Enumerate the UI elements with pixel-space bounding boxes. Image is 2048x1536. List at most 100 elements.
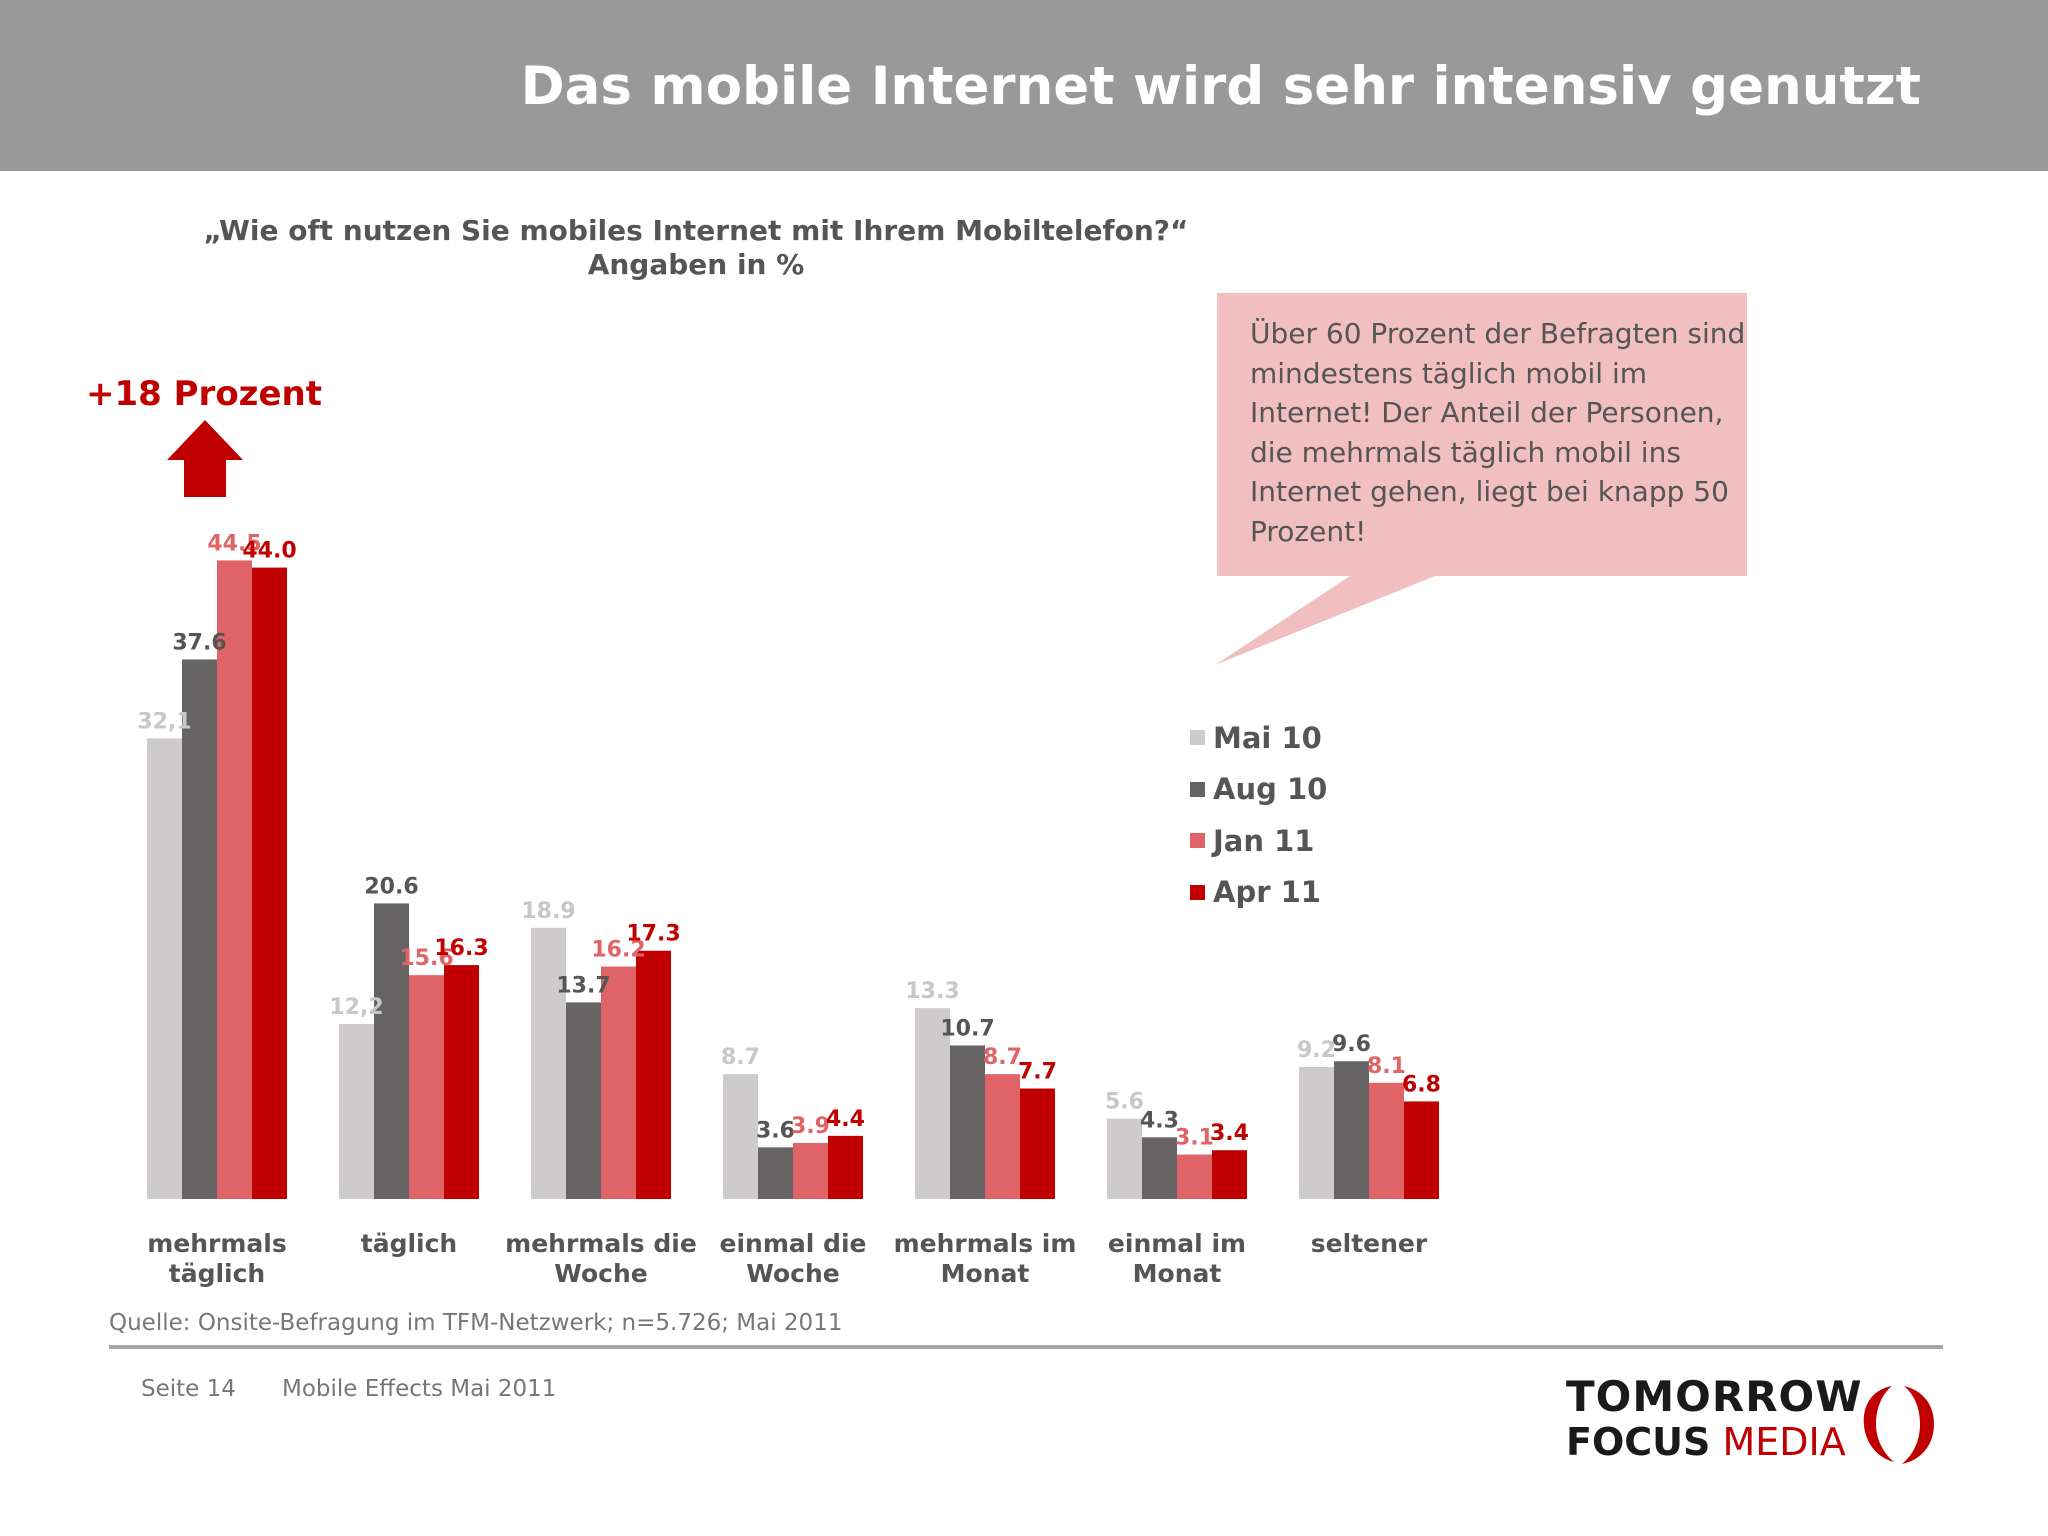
chart-subtitle: Angaben in % [587,248,805,281]
value-label: 9.2 [1297,1038,1336,1063]
category-label: täglich [361,1229,457,1258]
logo-text-focus: FOCUS [1566,1420,1711,1464]
survey-question: „Wie oft nutzen Sie mobiles Internet mit… [203,214,1189,247]
bar-5-jan-11 [985,1074,1020,1199]
bar-3-apr-11 [636,950,671,1199]
bar-4-mai-10 [723,1074,758,1199]
category-label: Monat [941,1259,1030,1288]
logo-text-focus-media: FOCUS MEDIA [1566,1420,1863,1464]
legend-label: Apr 11 [1213,875,1321,910]
company-logo: TOMORROW FOCUS MEDIA [1566,1372,1863,1465]
value-label: 3.6 [756,1118,795,1143]
legend-item: Jan 11 [1190,815,1327,867]
bar-4-aug-10 [758,1147,793,1199]
bar-3-aug-10 [566,1002,601,1199]
logo-text-tomorrow: TOMORROW [1566,1372,1863,1421]
header-bar: Das mobile Internet wird sehr intensiv g… [0,0,2048,171]
growth-label: +18 Prozent [86,374,322,414]
value-label: 3.1 [1175,1126,1214,1151]
legend-label: Mai 10 [1213,720,1322,755]
value-label: 4.3 [1140,1108,1179,1133]
bar-6-apr-11 [1212,1150,1247,1199]
category-label: Woche [554,1259,647,1288]
value-label: 10.7 [940,1016,994,1041]
legend-swatch [1190,730,1205,746]
page-title: Das mobile Internet wird sehr intensiv g… [520,56,1921,117]
bar-7-jan-11 [1369,1082,1404,1199]
value-label: 12,2 [329,995,383,1020]
value-label: 44.5 [207,531,261,556]
value-label: 15.6 [399,946,453,971]
category-label: einmal im [1108,1229,1246,1258]
bar-6-mai-10 [1107,1118,1142,1199]
bar-1-jan-11 [217,560,252,1199]
value-label: 13.7 [556,973,610,998]
page-number: Seite 14 [141,1376,236,1402]
legend-swatch [1190,781,1205,797]
footer-divider [109,1345,1943,1349]
legend-item: Apr 11 [1190,867,1327,919]
legend-swatch [1190,884,1205,900]
value-label: 9.6 [1332,1032,1371,1057]
bar-1-apr-11 [252,567,287,1199]
growth-arrow-icon [167,420,243,497]
bar-chart: 32,1 37.6 44.544.0 12,2 20.6 15.616.3 18.9 13.7… [137,420,1441,1288]
value-label: 8.7 [983,1045,1022,1070]
legend-label: Jan 11 [1213,823,1315,858]
value-label: 37.6 [172,630,226,655]
value-label: 8.1 [1367,1054,1406,1079]
bar-6-aug-10 [1142,1137,1177,1199]
document-title: Mobile Effects Mai 2011 [282,1376,557,1402]
bar-2-mai-10 [339,1023,374,1199]
bar-2-aug-10 [374,903,409,1199]
legend-label: Aug 10 [1213,772,1328,807]
bar-1-mai-10 [147,738,182,1199]
value-label: 3.4 [1210,1121,1249,1146]
chart-legend: Mai 10 Aug 10 Jan 11 Apr 11 [1190,712,1327,918]
category-label: seltener [1311,1229,1428,1258]
value-label: 17.3 [626,922,680,947]
value-label: 7.7 [1018,1060,1057,1085]
category-label: mehrmals die [505,1229,697,1258]
bar-7-aug-10 [1334,1061,1369,1199]
value-label: 8.7 [721,1045,760,1070]
bar-2-jan-11 [409,975,444,1199]
legend-swatch [1190,833,1205,849]
value-label: 32,1 [137,709,191,734]
value-label: 3.9 [791,1114,830,1139]
bar-3-jan-11 [601,966,636,1199]
callout-bubble [1215,293,1747,665]
value-label: 5.6 [1105,1090,1144,1115]
logo-text-media: MEDIA [1722,1420,1846,1464]
bar-5-aug-10 [950,1045,985,1199]
bar-2-apr-11 [444,965,479,1199]
bar-7-mai-10 [1299,1066,1334,1199]
value-label: 18.9 [521,899,575,924]
value-label: 16.2 [591,938,645,963]
bar-3-mai-10 [531,927,566,1199]
logo-mark-icon [1863,1386,1934,1464]
bar-5-mai-10 [915,1008,950,1199]
value-label: 44.0 [242,539,296,564]
bar-6-jan-11 [1177,1154,1212,1199]
source-note: Quelle: Onsite-Befragung im TFM-Netzwerk… [109,1310,843,1336]
category-label: täglich [169,1259,265,1288]
value-label: 6.8 [1402,1072,1441,1097]
bar-7-apr-11 [1404,1101,1439,1199]
bar-5-apr-11 [1020,1088,1055,1199]
category-label: mehrmals [147,1229,287,1258]
legend-item: Mai 10 [1190,712,1327,764]
value-label: 20.6 [364,874,418,899]
value-label: 13.3 [905,979,959,1004]
callout-text: Über 60 Prozent der Befragten sind minde… [1250,317,1746,548]
bar-4-jan-11 [793,1143,828,1199]
category-label: Monat [1133,1259,1222,1288]
category-label: Woche [746,1259,839,1288]
legend-item: Aug 10 [1190,764,1327,816]
category-label: einmal die [720,1229,867,1258]
category-label: mehrmals im [894,1229,1077,1258]
bar-1-aug-10 [182,659,217,1199]
value-label: 4.4 [826,1107,865,1132]
bar-4-apr-11 [828,1135,863,1199]
value-label: 16.3 [434,936,488,961]
